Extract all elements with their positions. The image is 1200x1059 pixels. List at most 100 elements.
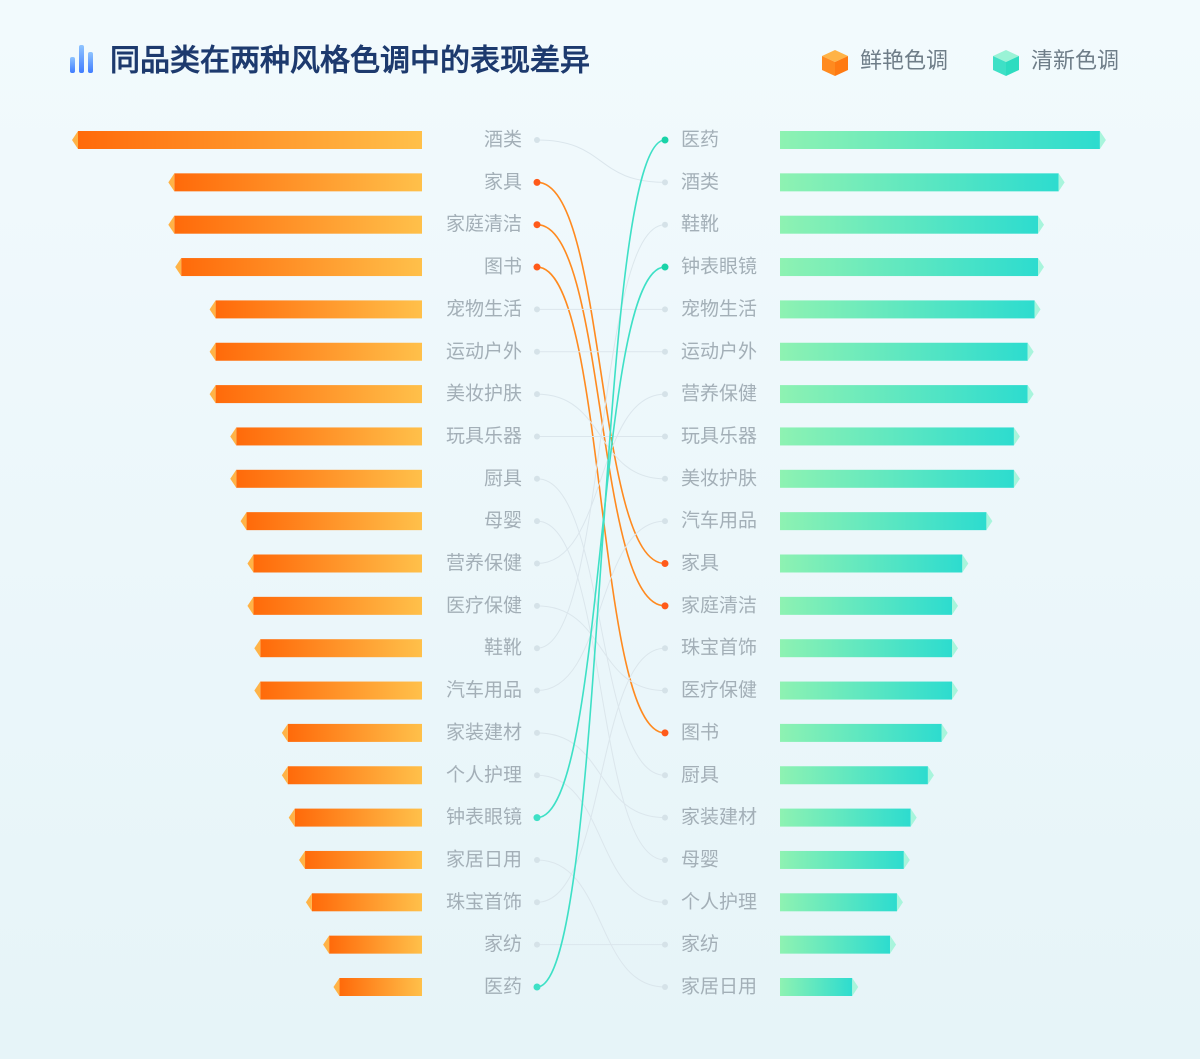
dot: [534, 560, 540, 567]
dot: [534, 306, 540, 313]
bar-cap: [910, 808, 917, 827]
legend-label: 鲜艳色调: [860, 49, 948, 74]
dot: [662, 179, 668, 186]
dot: [662, 772, 668, 779]
bar-cap: [1038, 258, 1044, 277]
dot: [662, 984, 668, 990]
bar-cap: [254, 681, 261, 700]
bar-cap: [209, 342, 216, 361]
bar-cap: [230, 469, 237, 488]
bar: [287, 766, 422, 785]
bar-cap: [209, 385, 216, 404]
bar: [780, 893, 897, 912]
bar-cap: [247, 554, 254, 573]
category-label: 家具: [484, 171, 522, 193]
category-label: 个人护理: [446, 764, 522, 786]
dot: [534, 645, 540, 652]
bar-cap: [1034, 300, 1041, 319]
dot: [534, 602, 540, 609]
category-label: 汽车用品: [446, 679, 522, 701]
bar: [780, 512, 987, 531]
category-label: 图书: [681, 721, 719, 743]
category-label: 医药: [681, 129, 719, 151]
link: [536, 647, 666, 903]
bar-cap: [1013, 469, 1020, 488]
bar-cap: [941, 723, 948, 742]
dot: [661, 602, 669, 610]
bar-cap: [247, 596, 254, 615]
highlight-link: [536, 266, 666, 734]
category-label: 酒类: [681, 171, 719, 193]
category-label: 玩具乐器: [681, 425, 757, 447]
bar-cap: [986, 512, 993, 531]
dot: [534, 772, 540, 779]
bar-cap: [281, 766, 288, 785]
bar: [287, 723, 422, 742]
bar: [253, 596, 422, 615]
bar-cap: [1027, 342, 1034, 361]
bar: [780, 935, 891, 954]
bar: [311, 893, 422, 912]
category-label: 家庭清洁: [446, 213, 522, 235]
chart-title: 同品类在两种风格色调中的表现差异: [110, 44, 590, 79]
dot: [534, 433, 540, 440]
dot: [533, 983, 541, 991]
bar: [780, 300, 1035, 319]
category-label: 运动户外: [446, 340, 522, 362]
dot: [533, 814, 541, 822]
dot: [534, 899, 540, 906]
bar-cap: [952, 596, 958, 615]
dot: [662, 814, 668, 821]
category-label: 珠宝首饰: [681, 637, 757, 659]
category-label: 医疗保健: [446, 594, 522, 616]
dot: [661, 136, 669, 144]
bar: [780, 723, 942, 742]
bar: [780, 596, 952, 615]
category-label: 医疗保健: [681, 679, 757, 701]
dot: [661, 560, 669, 567]
bar: [780, 554, 963, 573]
legend-swatch: [822, 56, 835, 76]
bar: [260, 681, 422, 700]
bar-cap: [1027, 385, 1034, 404]
dot: [662, 899, 668, 906]
dot: [534, 518, 540, 525]
bar: [236, 427, 422, 446]
category-label: 珠宝首饰: [446, 891, 522, 913]
dot: [533, 221, 541, 229]
category-label: 厨具: [484, 467, 522, 489]
bar: [260, 639, 422, 658]
category-label: 家居日用: [681, 976, 757, 998]
bar: [780, 173, 1059, 192]
bar-cap: [240, 512, 247, 531]
dot: [533, 178, 541, 186]
category-label: 图书: [484, 256, 522, 278]
dot: [662, 433, 668, 440]
dot: [661, 729, 669, 737]
link: [536, 605, 666, 692]
category-label: 个人护理: [681, 891, 757, 913]
bar-cap: [952, 639, 958, 658]
bar: [780, 978, 853, 996]
bar-cap: [927, 766, 934, 785]
category-label: 鞋靴: [484, 637, 522, 659]
bar: [780, 850, 904, 869]
dot: [662, 645, 668, 652]
bar-cap: [254, 639, 261, 658]
legend-swatch: [835, 56, 848, 76]
dot: [662, 941, 668, 948]
category-label: 钟表眼镜: [681, 256, 757, 278]
category-label: 营养保健: [446, 552, 522, 574]
bar: [780, 215, 1038, 234]
dot: [533, 263, 541, 271]
bar: [174, 173, 422, 192]
highlight-link: [536, 181, 666, 565]
dot: [534, 137, 540, 143]
bar: [339, 978, 422, 996]
bar-cap: [281, 723, 288, 742]
dot: [662, 856, 668, 863]
bar-cap: [333, 978, 340, 996]
link: [536, 859, 666, 988]
bar-cap: [175, 258, 182, 277]
